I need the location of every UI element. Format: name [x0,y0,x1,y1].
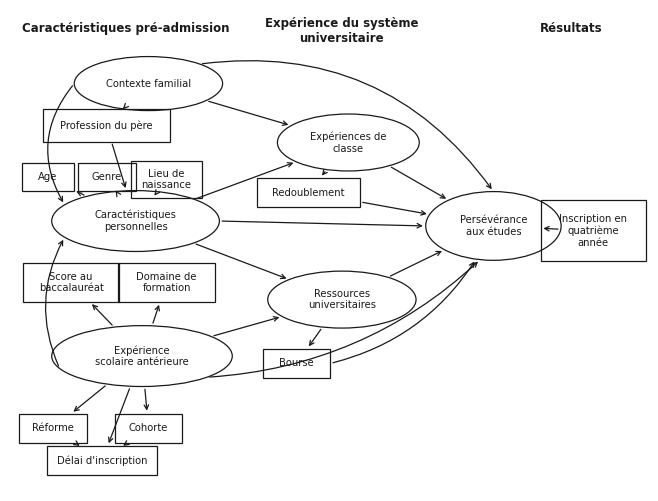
Bar [20,413,87,443]
Text: Expérience du système
universitaire: Expérience du système universitaire [265,18,418,45]
Bar [257,178,360,207]
Text: Profession du père: Profession du père [61,120,153,131]
Bar [22,163,74,190]
Text: Genre: Genre [91,172,122,182]
Text: Cohorte: Cohorte [129,423,168,433]
Text: Réforme: Réforme [32,423,74,433]
Bar [47,446,157,475]
Text: Domaine de
formation: Domaine de formation [136,272,197,293]
Text: Délai d'inscription: Délai d'inscription [57,455,147,466]
Bar [22,263,119,302]
Text: Résultats: Résultats [540,22,602,35]
Text: Contexte familial: Contexte familial [106,79,191,89]
Text: Redoublement: Redoublement [272,187,345,197]
Text: Age: Age [38,172,57,182]
Text: Lieu de
naissance: Lieu de naissance [141,168,191,190]
Text: Caractéristiques pré-admission: Caractéristiques pré-admission [22,22,230,35]
Bar [540,200,646,262]
Bar [263,349,330,378]
Text: Expérience
scolaire antérieure: Expérience scolaire antérieure [95,345,189,367]
Text: Persévérance
aux études: Persévérance aux études [460,215,527,237]
Bar [118,263,215,302]
Bar [43,109,170,141]
Bar [78,163,136,190]
Text: Ressources
universitaires: Ressources universitaires [308,289,376,311]
Text: Score au
baccalauréat: Score au baccalauréat [39,272,103,293]
Text: Caractéristiques
personnelles: Caractéristiques personnelles [95,210,176,232]
Bar [131,161,202,198]
Text: Inscription en
quatrième
année: Inscription en quatrième année [559,214,627,248]
Text: Expériences de
classe: Expériences de classe [310,131,387,153]
Text: Bourse: Bourse [280,358,314,368]
Bar [115,413,182,443]
